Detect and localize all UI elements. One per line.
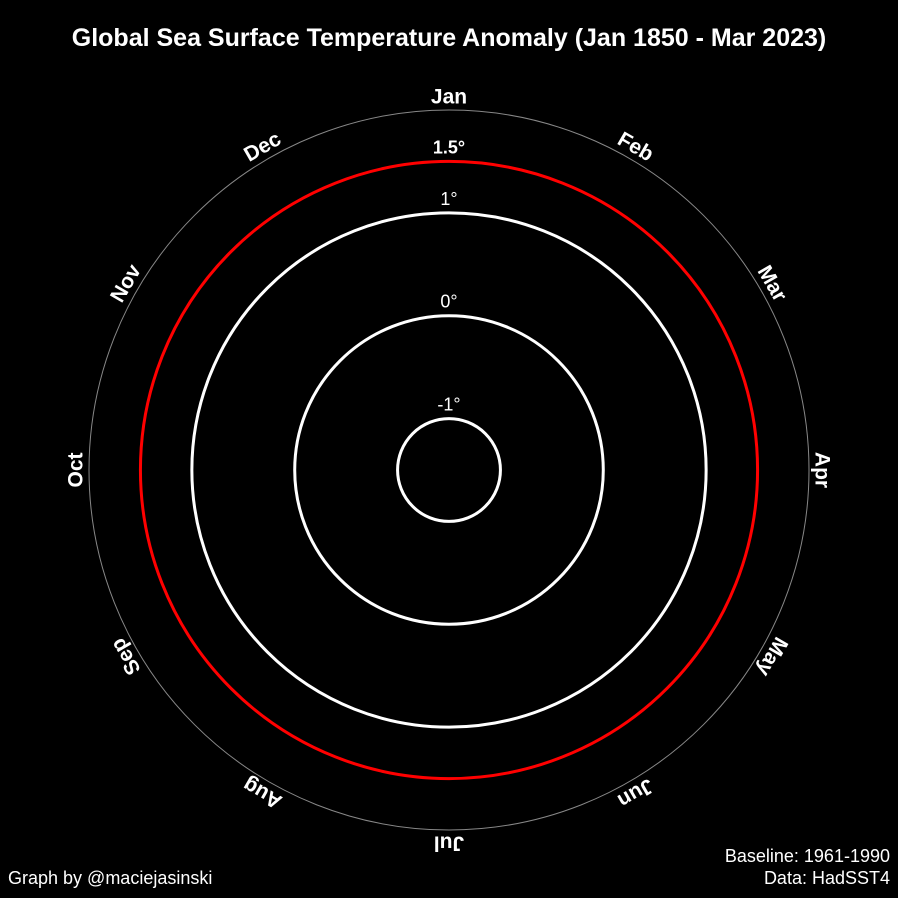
month-label-apr: Apr bbox=[811, 452, 834, 488]
ring-3 bbox=[138, 159, 760, 781]
chart-title: Global Sea Surface Temperature Anomaly (… bbox=[72, 24, 826, 52]
ring-label-3: 1.5° bbox=[433, 137, 465, 157]
month-label-nov: Nov bbox=[106, 260, 146, 306]
outer-circle bbox=[88, 109, 810, 831]
ring-label-2: 1° bbox=[440, 189, 457, 209]
month-label-oct: Oct bbox=[65, 452, 88, 487]
ring-1 bbox=[293, 314, 605, 626]
radial-rings: -1° 0° 1° 1.5° bbox=[138, 137, 760, 781]
month-label-jul: Jul bbox=[434, 832, 464, 855]
month-label-sep: Sep bbox=[106, 634, 145, 679]
ring-2 bbox=[190, 211, 708, 729]
ring-label-1: 0° bbox=[440, 292, 457, 312]
month-label-mar: Mar bbox=[753, 262, 792, 306]
source-block: Baseline: 1961-1990 Data: HadSST4 bbox=[725, 845, 890, 889]
month-label-may: May bbox=[752, 633, 793, 680]
month-label-aug: Aug bbox=[239, 773, 286, 813]
month-label-dec: Dec bbox=[240, 127, 285, 166]
ring-0 bbox=[396, 417, 502, 523]
month-label-feb: Feb bbox=[614, 128, 658, 167]
ring-label-0: -1° bbox=[437, 395, 460, 415]
source-text: Data: HadSST4 bbox=[763, 868, 890, 888]
month-label-jan: Jan bbox=[431, 86, 467, 109]
month-label-jun: Jun bbox=[614, 774, 658, 813]
credit-text: Graph by @maciejasinski bbox=[8, 868, 213, 888]
baseline-text: Baseline: 1961-1990 bbox=[724, 846, 890, 866]
